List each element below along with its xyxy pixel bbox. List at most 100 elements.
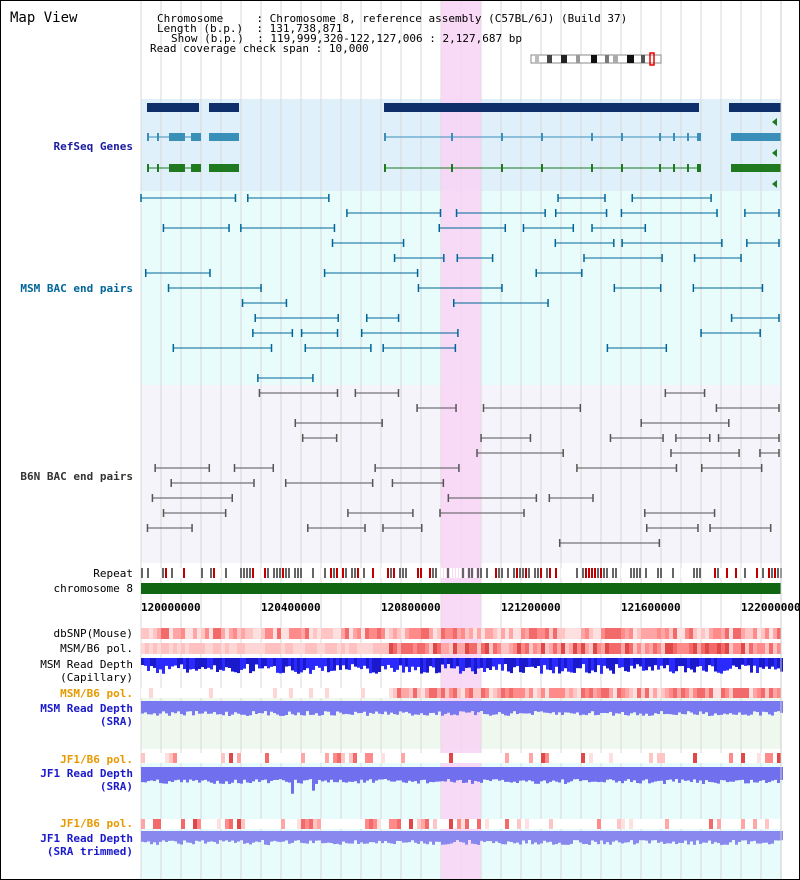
jf1-trim-pol-cell [269,819,273,829]
msm-depth-sra-bar [282,701,285,716]
jf1-trim-pol-cell [437,819,441,829]
repeat-mark [543,568,545,578]
msm-pol-cell [677,643,681,654]
ideogram-band [613,55,618,63]
msm-depth-sra-bar [579,701,582,716]
msm-depth-capillary-bar [180,658,183,665]
repeat-mark [495,568,497,578]
track-label-msm-depth-sra[interactable]: MSM Read Depth [40,702,133,715]
ideogram-band [591,55,597,63]
jf1-pol-cell [153,753,157,763]
msm-depth-sra-bar [408,701,411,714]
dbsnp-cell [313,628,317,639]
track-label-jf1-b6-pol-trimmed[interactable]: JF1/B6 pol. [60,817,133,830]
refseq-gene-exon [697,133,701,141]
jf1-depth-trimmed-bar [213,831,216,842]
jf1-depth-sra-bar [777,767,780,784]
msm-depth-sra-bar [243,701,246,715]
jf1-depth-trimmed-bar [666,831,669,844]
track-label-chromosome[interactable]: chromosome 8 [53,582,133,595]
jf1-trim-pol-cell [733,819,737,829]
msm-sra-pol-cell [141,688,145,698]
msm-sra-pol-cell [509,688,513,698]
jf1-trim-pol-cell [273,819,277,829]
track-label-jf1-depth-trimmed[interactable]: JF1 Read Depth [40,832,133,845]
msm-depth-capillary-bar [462,658,465,672]
jf1-depth-sra-bar [540,767,543,782]
track-label-jf1-depth-sra[interactable]: JF1 Read Depth [40,767,133,780]
repeat-mark [720,568,722,578]
jf1-depth-sra-bar [717,767,720,784]
track-label-repeat[interactable]: Repeat [93,567,133,580]
track-label-msm-b6-pol-sra[interactable]: MSM/B6 pol. [60,687,133,700]
msm-sra-pol-cell [605,688,609,698]
msm-pol-cell [533,643,537,654]
msm-sra-pol-cell [689,688,693,698]
msm-depth-capillary-bar [744,658,747,666]
jf1-trim-pol-cell [693,819,697,829]
msm-pol-cell [693,643,697,654]
jf1-pol-cell [309,753,313,763]
repeat-mark [417,568,419,578]
info-coverage-value: 10,000 [328,42,369,55]
jf1-depth-sra-bar [231,767,234,783]
jf1-depth-sra-bar [417,767,420,784]
msm-sra-pol-cell [609,688,613,698]
repeat-mark [510,568,512,578]
jf1-depth-sra-bar [156,767,159,780]
msm-sra-pol-cell [245,688,249,698]
jf1-trim-pol-cell [705,819,709,829]
track-label-jf1-b6-pol[interactable]: JF1/B6 pol. [60,753,133,766]
msm-depth-sra-bar [369,701,372,713]
jf1-depth-trimmed-bar [276,831,279,842]
track-label-msm-b6-pol[interactable]: MSM/B6 pol. [60,642,133,655]
jf1-depth-trimmed-bar [741,831,744,841]
track-label-b6n-bac[interactable]: B6N BAC end pairs [20,470,133,483]
jf1-pol-cell [521,753,525,763]
msm-sra-pol-cell [677,688,681,698]
track-label-dbsnp[interactable]: dbSNP(Mouse) [53,627,133,640]
repeat-mark [438,568,440,578]
msm-depth-capillary-bar [303,658,306,671]
msm-depth-capillary-bar [615,658,618,665]
msm-sra-pol-cell [573,688,577,698]
jf1-pol-cell [629,753,633,763]
repeat-mark [402,568,404,578]
track-label-msm-depth-capillary[interactable]: MSM Read Depth [40,658,133,671]
jf1-depth-sra-bar [279,767,282,780]
dbsnp-cell [597,628,601,639]
jf1-depth-trimmed-bar [393,831,396,845]
dbsnp-cell [421,628,425,639]
repeat-mark [678,568,680,578]
repeat-mark [180,568,182,578]
dbsnp-cell [269,628,273,639]
jf1-depth-sra-bar [660,767,663,781]
repeat-mark [318,568,320,578]
jf1-depth-trimmed-bar [159,831,162,842]
msm-pol-cell [553,643,557,654]
jf1-depth-trimmed-bar [528,831,531,841]
track-label-msm-bac[interactable]: MSM BAC end pairs [20,282,133,295]
jf1-depth-trimmed-bar [510,831,513,843]
jf1-trim-pol-cell [725,819,729,829]
jf1-depth-sra-bar [672,767,675,782]
jf1-depth-trimmed-bar [468,831,471,841]
jf1-trim-pol-cell [529,819,533,829]
msm-depth-capillary-bar [264,658,267,667]
msm-depth-sra-bar [696,701,699,715]
dbsnp-cell [693,628,697,639]
msm-depth-sra-bar [510,701,513,714]
jf1-depth-trimmed-bar [339,831,342,845]
repeat-mark [330,568,332,578]
msm-depth-sra-bar [303,701,306,716]
dbsnp-cell [721,628,725,639]
repeat-mark [243,568,245,578]
jf1-depth-sra-bar [687,767,690,781]
track-label-refseq[interactable]: RefSeq Genes [53,140,133,153]
jf1-depth-trimmed-bar [630,831,633,841]
info-chromosome: Chromosome : Chromosome 8, reference ass… [157,12,628,25]
repeat-mark [306,568,308,578]
jf1-depth-trimmed-bar [195,831,198,841]
jf1-pol-cell [269,753,273,763]
